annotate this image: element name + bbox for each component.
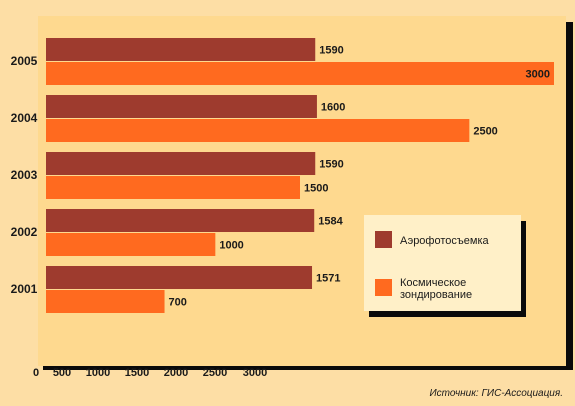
data-label-aerial-2005: 1590 xyxy=(319,45,343,57)
data-label-space-2002: 1000 xyxy=(219,240,243,252)
source-note: Источник: ГИС-Ассоциация. xyxy=(429,388,563,399)
y-tick-label-2003: 2003 xyxy=(11,168,38,182)
bars-layer: 1590 3000 1600 2500 1590 1500 1584 1000 1571 700 xyxy=(46,38,554,313)
x-tick-label-2500: 2500 xyxy=(203,367,227,379)
data-label-aerial-2003: 1590 xyxy=(319,159,343,171)
x-tick-label-3000: 3000 xyxy=(243,367,267,379)
x-tick-label-2000: 2000 xyxy=(164,367,188,379)
bar-space-2003 xyxy=(46,176,300,199)
bar-aerial-2004 xyxy=(46,95,317,118)
legend-label-space: Космическое зондирование xyxy=(400,277,472,301)
legend-label-space-line2: зондирование xyxy=(400,289,472,301)
y-tick-label-2004: 2004 xyxy=(11,111,38,125)
bar-space-2004 xyxy=(46,119,470,142)
bar-aerial-2005 xyxy=(46,38,316,61)
bar-space-2001 xyxy=(46,290,165,313)
year-labels: 2005 2004 2003 2002 2001 xyxy=(11,54,38,296)
bar-aerial-2002 xyxy=(46,209,315,232)
legend-swatch-space xyxy=(375,279,392,296)
y-tick-label-2005: 2005 xyxy=(11,54,38,68)
x-tick-label-0: 0 xyxy=(33,367,39,379)
x-tick-label-1000: 1000 xyxy=(86,367,110,379)
legend-swatch-aerial xyxy=(375,231,392,248)
legend-label-space-line1: Космическое xyxy=(400,277,466,289)
x-tick-labels: 0 500 1000 1500 2000 2500 3000 xyxy=(33,367,267,379)
data-label-space-2001: 700 xyxy=(169,297,187,309)
x-tick-label-1500: 1500 xyxy=(125,367,149,379)
y-tick-label-2002: 2002 xyxy=(11,225,38,239)
bar-space-2005 xyxy=(46,62,554,85)
legend: Аэрофотосъемка Космическое зондирование xyxy=(364,215,526,317)
legend-label-aerial: Аэрофотосъемка xyxy=(400,235,489,247)
data-label-space-2004: 2500 xyxy=(473,126,497,138)
x-tick-label-500: 500 xyxy=(53,367,71,379)
y-tick-label-2001: 2001 xyxy=(11,282,38,296)
data-label-space-2003: 1500 xyxy=(304,183,328,195)
data-label-aerial-2002: 1584 xyxy=(318,216,343,228)
data-label-aerial-2001: 1571 xyxy=(316,273,340,285)
bar-space-2002 xyxy=(46,233,216,256)
bar-aerial-2003 xyxy=(46,152,316,175)
data-label-space-2005: 3000 xyxy=(526,69,550,81)
bar-aerial-2001 xyxy=(46,266,313,289)
data-label-aerial-2004: 1600 xyxy=(321,102,345,114)
